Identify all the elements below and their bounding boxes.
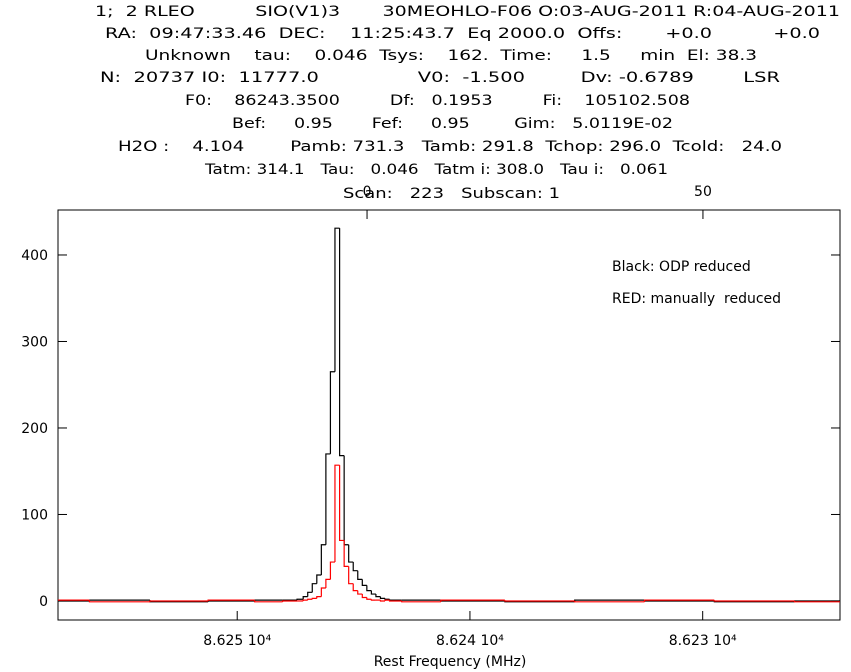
- spectrum-step: [388, 599, 402, 601]
- legend-label: Black: ODP reduced: [612, 259, 751, 275]
- spectrum-step: [329, 371, 335, 454]
- spectrum-step: [316, 596, 322, 599]
- spectrum-step: [343, 455, 349, 546]
- spectrum-step: [361, 579, 367, 587]
- y-tick-label: 100: [21, 507, 48, 523]
- spectrum-step: [334, 464, 340, 563]
- header-line: N: 20737 I0: 11777.0 V0: -1.500 Dv: -0.6…: [100, 70, 780, 86]
- x2-tick-label: 0: [363, 184, 372, 200]
- spectrum-step: [311, 597, 317, 600]
- spectrum-step: [207, 600, 255, 602]
- x-axis-label: Rest Frequency (MHz): [374, 654, 527, 670]
- spectrum-step: [366, 585, 372, 592]
- spectrum-step: [254, 599, 283, 601]
- spectrum-step: [339, 465, 345, 542]
- spectrum-step: [325, 578, 331, 588]
- header-line: Tatm: 314.1 Tau: 0.046 Tatm i: 308.0 Tau…: [204, 162, 668, 178]
- spectrum-step: [88, 600, 150, 603]
- spectrum-step: [325, 453, 331, 545]
- spectrum-step: [320, 544, 326, 576]
- y-tick-label: 200: [21, 421, 48, 437]
- spectrum-step: [339, 228, 345, 457]
- spectrum-step: [149, 600, 209, 602]
- header-line: 1; 2 RLEO SIO(V1)3 30MEOHLO-F06 O:03-AUG…: [95, 4, 840, 20]
- spectrum-step: [504, 600, 575, 602]
- spectrum-step: [307, 598, 313, 601]
- x-tick-label: 8.623 10⁴: [669, 633, 737, 649]
- spectrum-step: [379, 600, 385, 602]
- spectrum-step: [302, 596, 308, 600]
- spectrum-step: [254, 600, 283, 603]
- spectrum-step: [366, 597, 372, 600]
- spectrum-step: [296, 598, 304, 601]
- header-line: H2O : 4.104 Pamb: 731.3 Tamb: 291.8 Tcho…: [118, 139, 782, 155]
- spectrum-step: [320, 587, 326, 597]
- spectrum-step: [401, 600, 441, 603]
- spectrum-step: [207, 599, 255, 601]
- spectrum-step: [307, 591, 313, 597]
- x-tick-label: 8.625 10⁴: [203, 633, 271, 649]
- spectrum-step: [384, 598, 390, 600]
- y-tick-label: 300: [21, 334, 48, 350]
- spectrum-step: [370, 599, 376, 601]
- spectrum-step: [343, 540, 349, 567]
- y-tick-label: 400: [21, 248, 48, 264]
- spectrum-step: [352, 583, 358, 592]
- spectrum-step: [440, 599, 505, 602]
- spectrum-step: [316, 574, 322, 584]
- spectrum-step: [375, 594, 381, 598]
- spectrum-step: [302, 599, 308, 601]
- spectrum-step: [643, 599, 715, 602]
- header-line: Bef: 0.95 Fef: 0.95 Gim: 5.0119E-02: [232, 116, 673, 132]
- spectrum-step: [379, 596, 385, 599]
- spectrum-step: [713, 600, 795, 602]
- legend-label: RED: manually reduced: [612, 291, 781, 307]
- spectrum-step: [361, 594, 367, 599]
- spectrum-step: [311, 583, 317, 593]
- x-tick-label: 8.624 10⁴: [436, 633, 504, 649]
- spectrum-step: [384, 599, 390, 601]
- spectrum-step: [352, 562, 358, 572]
- spectrum-step: [348, 566, 354, 585]
- spectrum-step: [357, 570, 363, 580]
- spectrum-step: [357, 590, 363, 595]
- spectrum-step: [88, 599, 150, 601]
- x2-tick-label: 50: [694, 184, 712, 200]
- spectrum-step: [329, 561, 335, 580]
- header-line: Unknown tau: 0.046 Tsys: 162. Time: 1.5 …: [145, 48, 757, 64]
- spectrum-step: [370, 590, 376, 595]
- spectrum-step: [334, 227, 340, 372]
- spectrum-step: [281, 600, 298, 602]
- plot-frame: [57, 209, 841, 621]
- header-line: F0: 86243.3500 Df: 0.1953 Fi: 105102.508: [185, 93, 690, 109]
- spectrum-step: [348, 544, 354, 563]
- header-line: RA: 09:47:33.46 DEC: 11:25:43.7 Eq 2000.…: [105, 26, 820, 42]
- header-line: Scan: 223 Subscan: 1: [343, 186, 560, 202]
- y-tick-label: 0: [39, 594, 48, 610]
- spectrum-step: [574, 600, 645, 603]
- spectrum-step: [388, 600, 402, 602]
- spectrum-step: [794, 600, 840, 603]
